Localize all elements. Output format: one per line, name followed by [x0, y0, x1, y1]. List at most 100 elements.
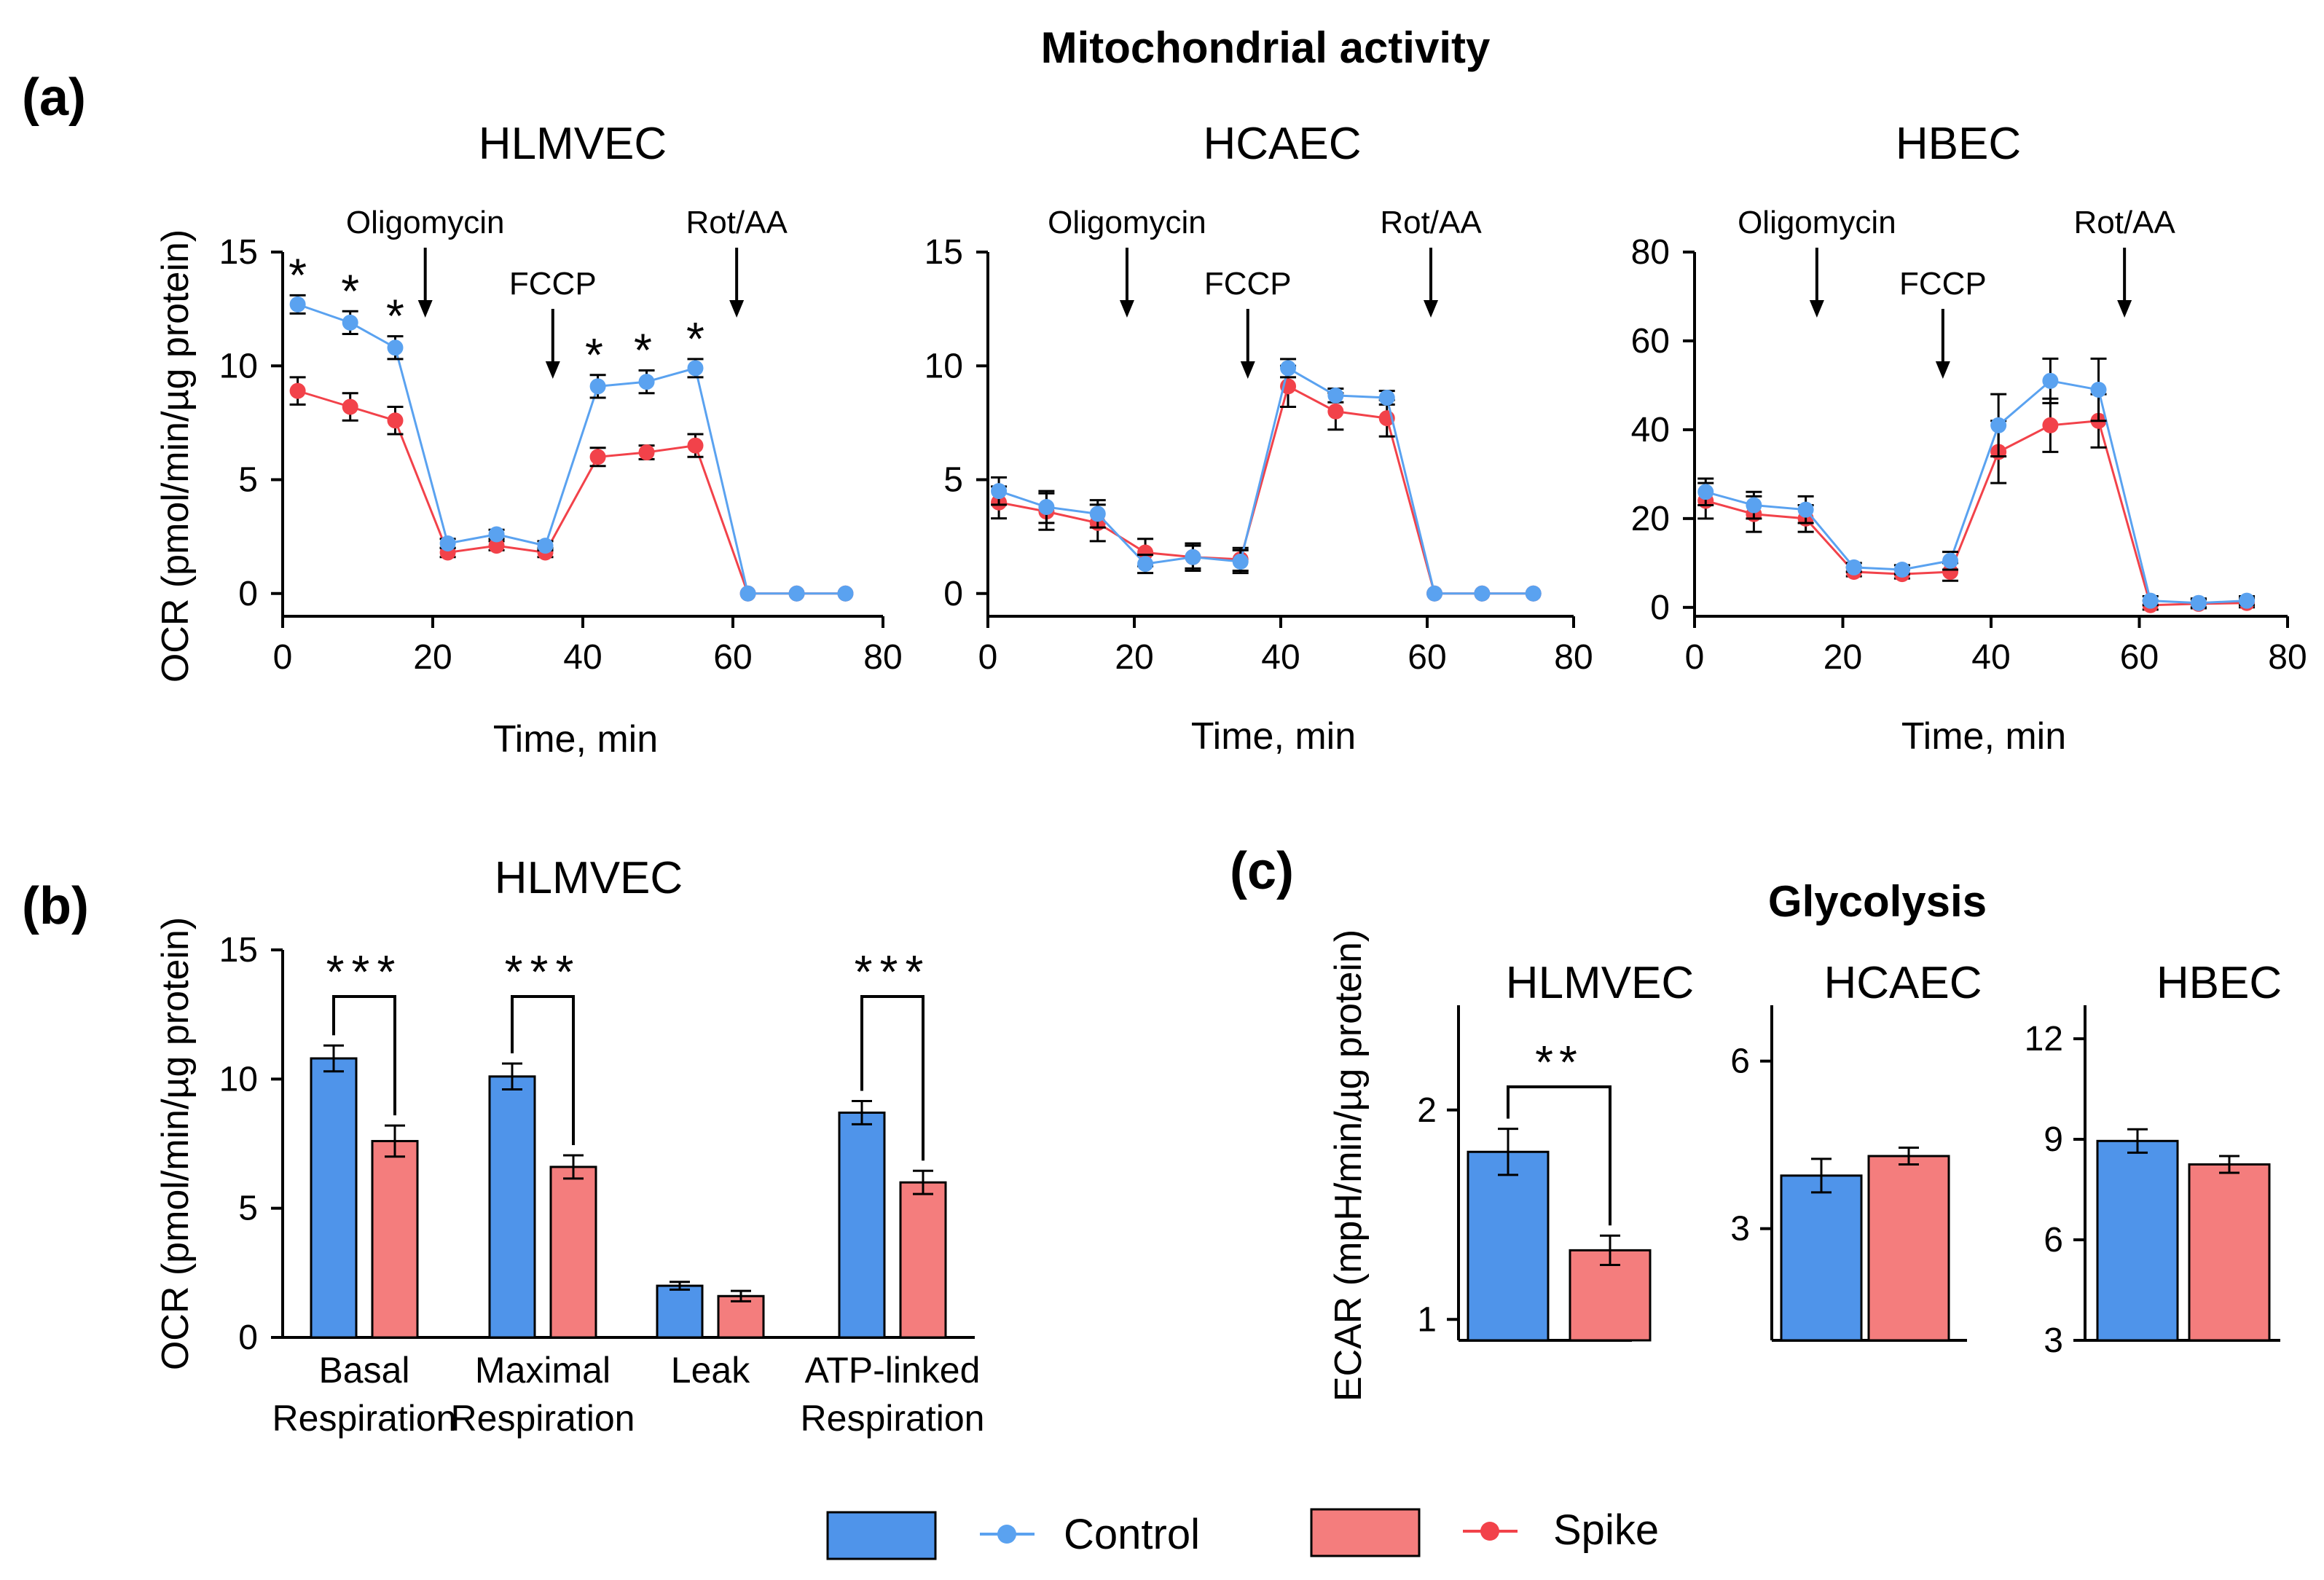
control-data-point — [638, 374, 655, 390]
main-title: Mitochondrial activity — [1041, 23, 1491, 72]
control-data-point — [739, 585, 756, 602]
control-bar — [2096, 1139, 2179, 1342]
injection-arrow-head — [2117, 300, 2132, 318]
y-tick-label: 10 — [219, 347, 258, 385]
panel-a-label: (a) — [22, 68, 86, 127]
control-data-point — [2090, 382, 2107, 398]
injection-arrow-head — [417, 300, 433, 318]
spike-data-point — [687, 437, 704, 454]
control-data-point — [342, 314, 358, 331]
hbec-ecar-title: HBEC — [2156, 958, 2282, 1008]
x-tick-label: 40 — [1261, 638, 1300, 677]
injection-label: Rot/AA — [2073, 205, 2175, 240]
injection-arrow-head — [1424, 300, 1439, 318]
x-tick-label: 80 — [2268, 638, 2307, 677]
significance-star: * — [686, 313, 704, 365]
legend-spike-label: Spike — [1553, 1506, 1659, 1554]
control-data-point — [1942, 552, 1959, 569]
y-tick-label: 15 — [219, 233, 258, 272]
x-tick-label: 80 — [863, 638, 902, 677]
legend-control-label: Control — [1064, 1511, 1200, 1558]
hcaec-ecar-title: HCAEC — [1824, 958, 1982, 1008]
x-tick-label: 60 — [1408, 638, 1446, 677]
control-bar — [310, 1057, 358, 1339]
injection-label: FCCP — [509, 266, 597, 302]
category-label: Respiration — [801, 1398, 985, 1439]
significance-star: * — [288, 248, 307, 301]
control-data-point — [1327, 387, 1344, 404]
y-tick-label: 0 — [943, 575, 963, 613]
y-tick-label: 6 — [2044, 1221, 2063, 1259]
control-data-point — [2142, 592, 2159, 609]
x-tick-label: 20 — [1115, 638, 1153, 677]
y-tick-label: 0 — [238, 1318, 258, 1357]
control-data-point — [1797, 501, 1814, 518]
control-data-point — [1746, 497, 1762, 514]
control-data-point — [1280, 360, 1297, 377]
y-tick-label: 9 — [2044, 1120, 2063, 1159]
spike-bar — [1867, 1155, 1950, 1342]
category-label: Respiration — [451, 1398, 635, 1439]
ocr-hcaec-line-chart: HCAEC 0 20 40 60 80 0 5 10 15 Time, min Oligomycin F… — [925, 119, 1593, 758]
y-tick-label: 15 — [219, 931, 258, 970]
injection-label: FCCP — [1899, 266, 1987, 302]
y-tick-label: 2 — [1417, 1091, 1437, 1130]
control-data-point — [991, 483, 1008, 500]
legend-spike-marker — [1480, 1522, 1499, 1541]
spike-data-point — [488, 538, 505, 554]
spike-data-point — [1137, 544, 1154, 561]
significance-star: * — [341, 264, 359, 317]
control-bar — [1780, 1174, 1863, 1342]
y-tick-label: 5 — [238, 461, 258, 500]
injection-arrow-head — [1809, 300, 1824, 318]
hbec-line-title: HBEC — [1896, 119, 2021, 169]
legend-control-marker — [997, 1525, 1016, 1544]
control-data-point — [1426, 585, 1443, 602]
y-tick-label: 10 — [925, 347, 963, 385]
injection-label: Rot/AA — [1380, 205, 1482, 240]
y-tick-label: 20 — [1631, 500, 1670, 538]
hcaec-line-title: HCAEC — [1203, 119, 1361, 169]
spike-bar — [549, 1166, 597, 1339]
ocr-hbec-line-chart: HBEC 0 20 40 60 80 0 20 40 60 80 Time, min Oligomyci… — [1631, 119, 2307, 758]
control-data-point — [1525, 585, 1542, 602]
panel-c-label: (c) — [1230, 842, 1294, 900]
spike-data-point — [638, 444, 655, 460]
injection-label: FCCP — [1204, 266, 1292, 302]
respiration-y-axis-label: OCR (pmol/min/µg protein) — [154, 917, 197, 1370]
y-tick-label: 80 — [1631, 233, 1670, 272]
significance-bracket — [511, 995, 575, 1145]
control-series-line — [297, 303, 846, 595]
spike-bar — [371, 1139, 419, 1339]
control-data-point — [1089, 506, 1106, 522]
significance-bracket — [860, 995, 925, 1161]
significance-stars: ** — [1535, 1036, 1583, 1088]
ecar-hcaec-bar-chart: HCAEC 3 6 — [1730, 958, 1982, 1342]
ocr-hlmvec-line-chart: HLMVEC 0 20 40 60 80 0 5 10 15 Time, min OCR (pmol/… — [154, 119, 903, 760]
control-data-point — [1893, 561, 1910, 578]
panel-b-label: (b) — [22, 877, 89, 935]
x-tick-label: 80 — [1554, 638, 1593, 677]
injection-arrow-head — [1240, 361, 1255, 379]
control-data-point — [439, 535, 456, 551]
respiration-chart-title: HLMVEC — [495, 853, 683, 903]
control-data-point — [387, 339, 404, 356]
y-tick-label: 3 — [1730, 1210, 1750, 1249]
control-data-point — [589, 378, 606, 395]
hlmvec-y-axis-label: OCR (pmol/min/µg protein) — [154, 229, 197, 683]
y-tick-label: 0 — [1650, 589, 1670, 627]
spike-data-point — [1942, 564, 1959, 581]
control-series-line — [1705, 380, 2248, 605]
y-tick-label: 0 — [238, 575, 258, 613]
control-data-point — [1378, 390, 1395, 406]
injection-arrow-head — [729, 300, 745, 318]
control-bar — [656, 1284, 704, 1339]
y-tick-label: 40 — [1631, 411, 1670, 449]
spike-data-point — [342, 398, 358, 415]
y-tick-label: 5 — [943, 461, 963, 500]
x-tick-label: 40 — [1971, 638, 2010, 677]
category-label: Maximal — [475, 1350, 611, 1391]
x-tick-label: 0 — [978, 638, 998, 677]
spike-bar — [899, 1181, 947, 1339]
